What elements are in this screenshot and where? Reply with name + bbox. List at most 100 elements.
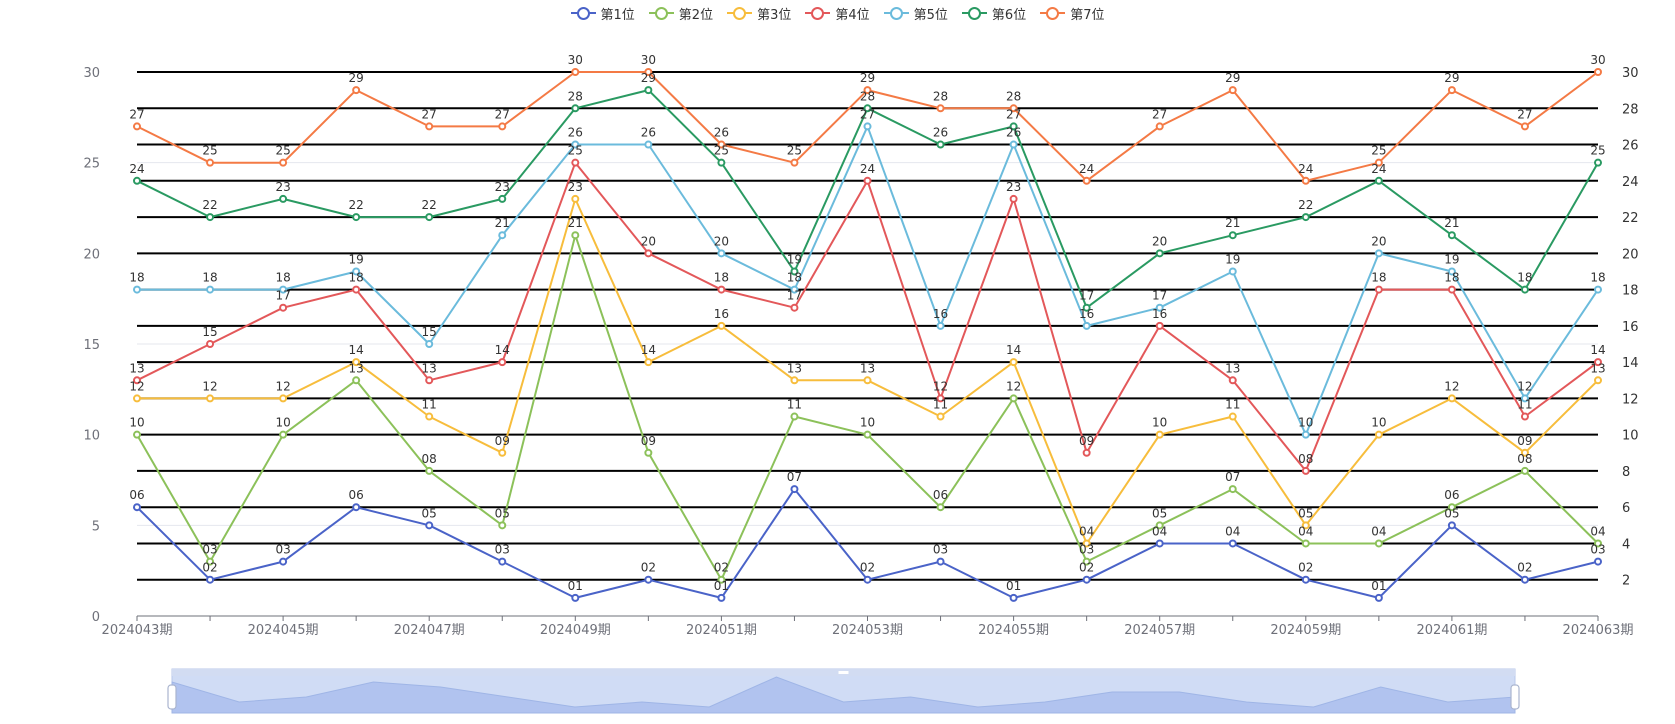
data-label: 02 — [1298, 561, 1313, 575]
legend-line-icon — [883, 6, 909, 20]
data-label: 09 — [1079, 434, 1094, 448]
y-left-tick-label: 0 — [92, 610, 100, 625]
data-label: 25 — [714, 144, 729, 158]
data-point — [1082, 448, 1091, 457]
data-point — [1594, 358, 1602, 367]
data-label: 16 — [933, 307, 948, 321]
data-point — [1374, 158, 1383, 167]
data-label: 09 — [1517, 434, 1532, 448]
data-point — [1082, 321, 1091, 330]
data-point — [1009, 194, 1018, 203]
data-label: 16 — [1079, 307, 1094, 321]
data-point — [863, 376, 872, 385]
data-point — [352, 285, 361, 294]
data-label: 06 — [933, 488, 948, 502]
data-label: 30 — [1590, 53, 1605, 67]
data-label: 25 — [568, 144, 583, 158]
y-left-tick-label: 20 — [83, 247, 100, 262]
data-label: 18 — [129, 271, 144, 285]
legend-item[interactable]: 第7位 — [1040, 4, 1104, 23]
data-point — [644, 68, 653, 76]
data-label: 24 — [1371, 162, 1386, 176]
data-point — [1155, 539, 1164, 548]
data-label: 13 — [422, 361, 437, 375]
data-label: 17 — [1079, 289, 1094, 303]
legend-item[interactable]: 第2位 — [648, 4, 713, 23]
data-label: 12 — [202, 379, 217, 393]
y-right-tick-label: 12 — [1622, 392, 1639, 407]
data-point — [1009, 593, 1018, 602]
legend-label: 第3位 — [757, 7, 792, 23]
data-label: 18 — [787, 271, 802, 285]
data-point — [717, 285, 726, 294]
data-label: 05 — [495, 506, 510, 520]
data-label: 28 — [568, 89, 583, 103]
data-label: 02 — [860, 561, 875, 575]
data-point — [133, 376, 141, 385]
legend-label: 第1位 — [600, 7, 635, 23]
data-point — [352, 86, 361, 95]
data-point — [352, 267, 361, 276]
zoom-start-handle[interactable] — [167, 684, 177, 710]
data-label: 22 — [1298, 198, 1313, 212]
data-point — [644, 575, 653, 584]
data-point — [206, 340, 215, 348]
data-zoom-slider[interactable] — [167, 668, 1520, 714]
legend-item[interactable]: 第6位 — [961, 4, 1027, 23]
data-point — [717, 321, 726, 330]
data-label: 11 — [422, 398, 437, 412]
y-right-tick-label: 18 — [1622, 284, 1639, 299]
data-point — [279, 303, 288, 312]
data-label: 29 — [1444, 71, 1459, 85]
data-point — [1301, 466, 1310, 475]
data-point — [1594, 539, 1602, 548]
y-right-tick-label: 16 — [1622, 320, 1639, 335]
data-label: 02 — [202, 561, 217, 575]
legend-item[interactable]: 第4位 — [805, 4, 870, 23]
data-label: 01 — [1006, 579, 1021, 593]
y-right-tick-label: 26 — [1622, 139, 1639, 154]
data-point — [1594, 158, 1602, 167]
data-label: 03 — [1590, 543, 1605, 557]
data-label: 02 — [714, 561, 729, 575]
data-point — [1374, 430, 1383, 439]
data-label: 10 — [275, 416, 290, 430]
data-point — [425, 213, 434, 222]
data-label: 29 — [349, 71, 364, 85]
data-label: 02 — [641, 561, 656, 575]
data-label: 12 — [129, 379, 144, 393]
data-label: 09 — [495, 434, 510, 448]
data-label: 26 — [568, 126, 583, 140]
data-point — [1447, 503, 1456, 512]
data-label: 10 — [1298, 416, 1313, 430]
y-left-tick-label: 25 — [83, 157, 100, 172]
data-point — [571, 68, 580, 76]
data-point — [1009, 122, 1018, 131]
data-label: 26 — [714, 126, 729, 140]
legend-item[interactable]: 第3位 — [727, 4, 791, 23]
data-point — [1009, 358, 1018, 367]
data-point — [133, 394, 141, 403]
data-point — [790, 376, 799, 385]
data-label: 13 — [1225, 361, 1240, 375]
x-tick-label: 2024063期 — [1563, 623, 1634, 638]
data-label: 04 — [1298, 524, 1313, 538]
data-point — [571, 104, 580, 113]
legend-label: 第6位 — [991, 7, 1027, 23]
data-point — [206, 575, 215, 584]
data-point — [936, 557, 945, 566]
data-point — [644, 448, 653, 457]
data-label: 05 — [1298, 506, 1313, 520]
legend-item[interactable]: 第5位 — [883, 4, 948, 23]
data-point — [206, 285, 215, 294]
legend-item[interactable]: 第1位 — [570, 4, 635, 23]
data-point — [1594, 285, 1602, 294]
data-point — [790, 303, 799, 312]
zoom-end-handle[interactable] — [1510, 684, 1520, 710]
data-point — [279, 285, 288, 294]
data-point — [1082, 575, 1091, 584]
data-point — [863, 176, 872, 185]
data-label: 18 — [1517, 271, 1532, 285]
data-label: 01 — [714, 579, 729, 593]
